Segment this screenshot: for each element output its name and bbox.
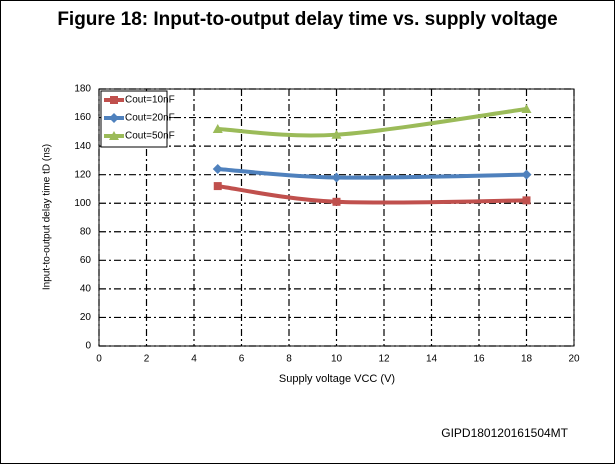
marker bbox=[212, 163, 223, 174]
y-tick-label: 80 bbox=[80, 226, 92, 237]
marker bbox=[331, 129, 342, 139]
y-tick-label: 140 bbox=[74, 141, 91, 152]
legend-label: Cout=50nF bbox=[125, 131, 175, 142]
x-tick-label: 18 bbox=[521, 354, 533, 365]
x-tick-label: 12 bbox=[378, 354, 390, 365]
marker bbox=[213, 182, 222, 191]
legend-label: Cout=10nF bbox=[125, 95, 175, 106]
legend-label: Cout=20nF bbox=[125, 113, 175, 124]
chart-title: Figure 18: Input-to-output delay time vs… bbox=[57, 9, 558, 30]
y-tick-label: 0 bbox=[85, 341, 91, 352]
marker bbox=[331, 172, 342, 183]
marker bbox=[521, 169, 532, 180]
x-tick-label: 14 bbox=[426, 354, 438, 365]
x-axis-label: Supply voltage VCC (V) bbox=[279, 373, 395, 385]
y-tick-label: 120 bbox=[74, 169, 91, 180]
y-tick-label: 20 bbox=[80, 312, 92, 323]
marker bbox=[212, 123, 223, 133]
x-tick-label: 6 bbox=[239, 354, 245, 365]
x-tick-label: 8 bbox=[286, 354, 292, 365]
marker bbox=[109, 113, 119, 123]
x-tick-label: 10 bbox=[331, 354, 343, 365]
x-tick-label: 4 bbox=[191, 354, 197, 365]
marker bbox=[522, 196, 531, 205]
marker bbox=[110, 96, 118, 104]
series-line bbox=[217, 184, 527, 205]
marker bbox=[109, 131, 119, 140]
y-tick-label: 60 bbox=[80, 255, 92, 266]
plot-border bbox=[98, 88, 575, 347]
x-tick-label: 0 bbox=[96, 354, 102, 365]
y-tick-label: 160 bbox=[74, 112, 91, 123]
x-tick-label: 16 bbox=[473, 354, 485, 365]
y-axis-label: Input-to-output delay time tD (ns) bbox=[42, 144, 53, 290]
y-tick-label: 180 bbox=[74, 84, 91, 95]
y-tick-label: 40 bbox=[80, 284, 92, 295]
series-line bbox=[217, 107, 527, 138]
series-line bbox=[217, 166, 527, 180]
y-tick-label: 100 bbox=[74, 198, 91, 209]
x-tick-label: 20 bbox=[568, 354, 580, 365]
marker bbox=[332, 197, 341, 206]
footnote: GIPD180120161504MT bbox=[441, 426, 568, 440]
marker bbox=[521, 103, 532, 113]
x-tick-label: 2 bbox=[144, 354, 150, 365]
